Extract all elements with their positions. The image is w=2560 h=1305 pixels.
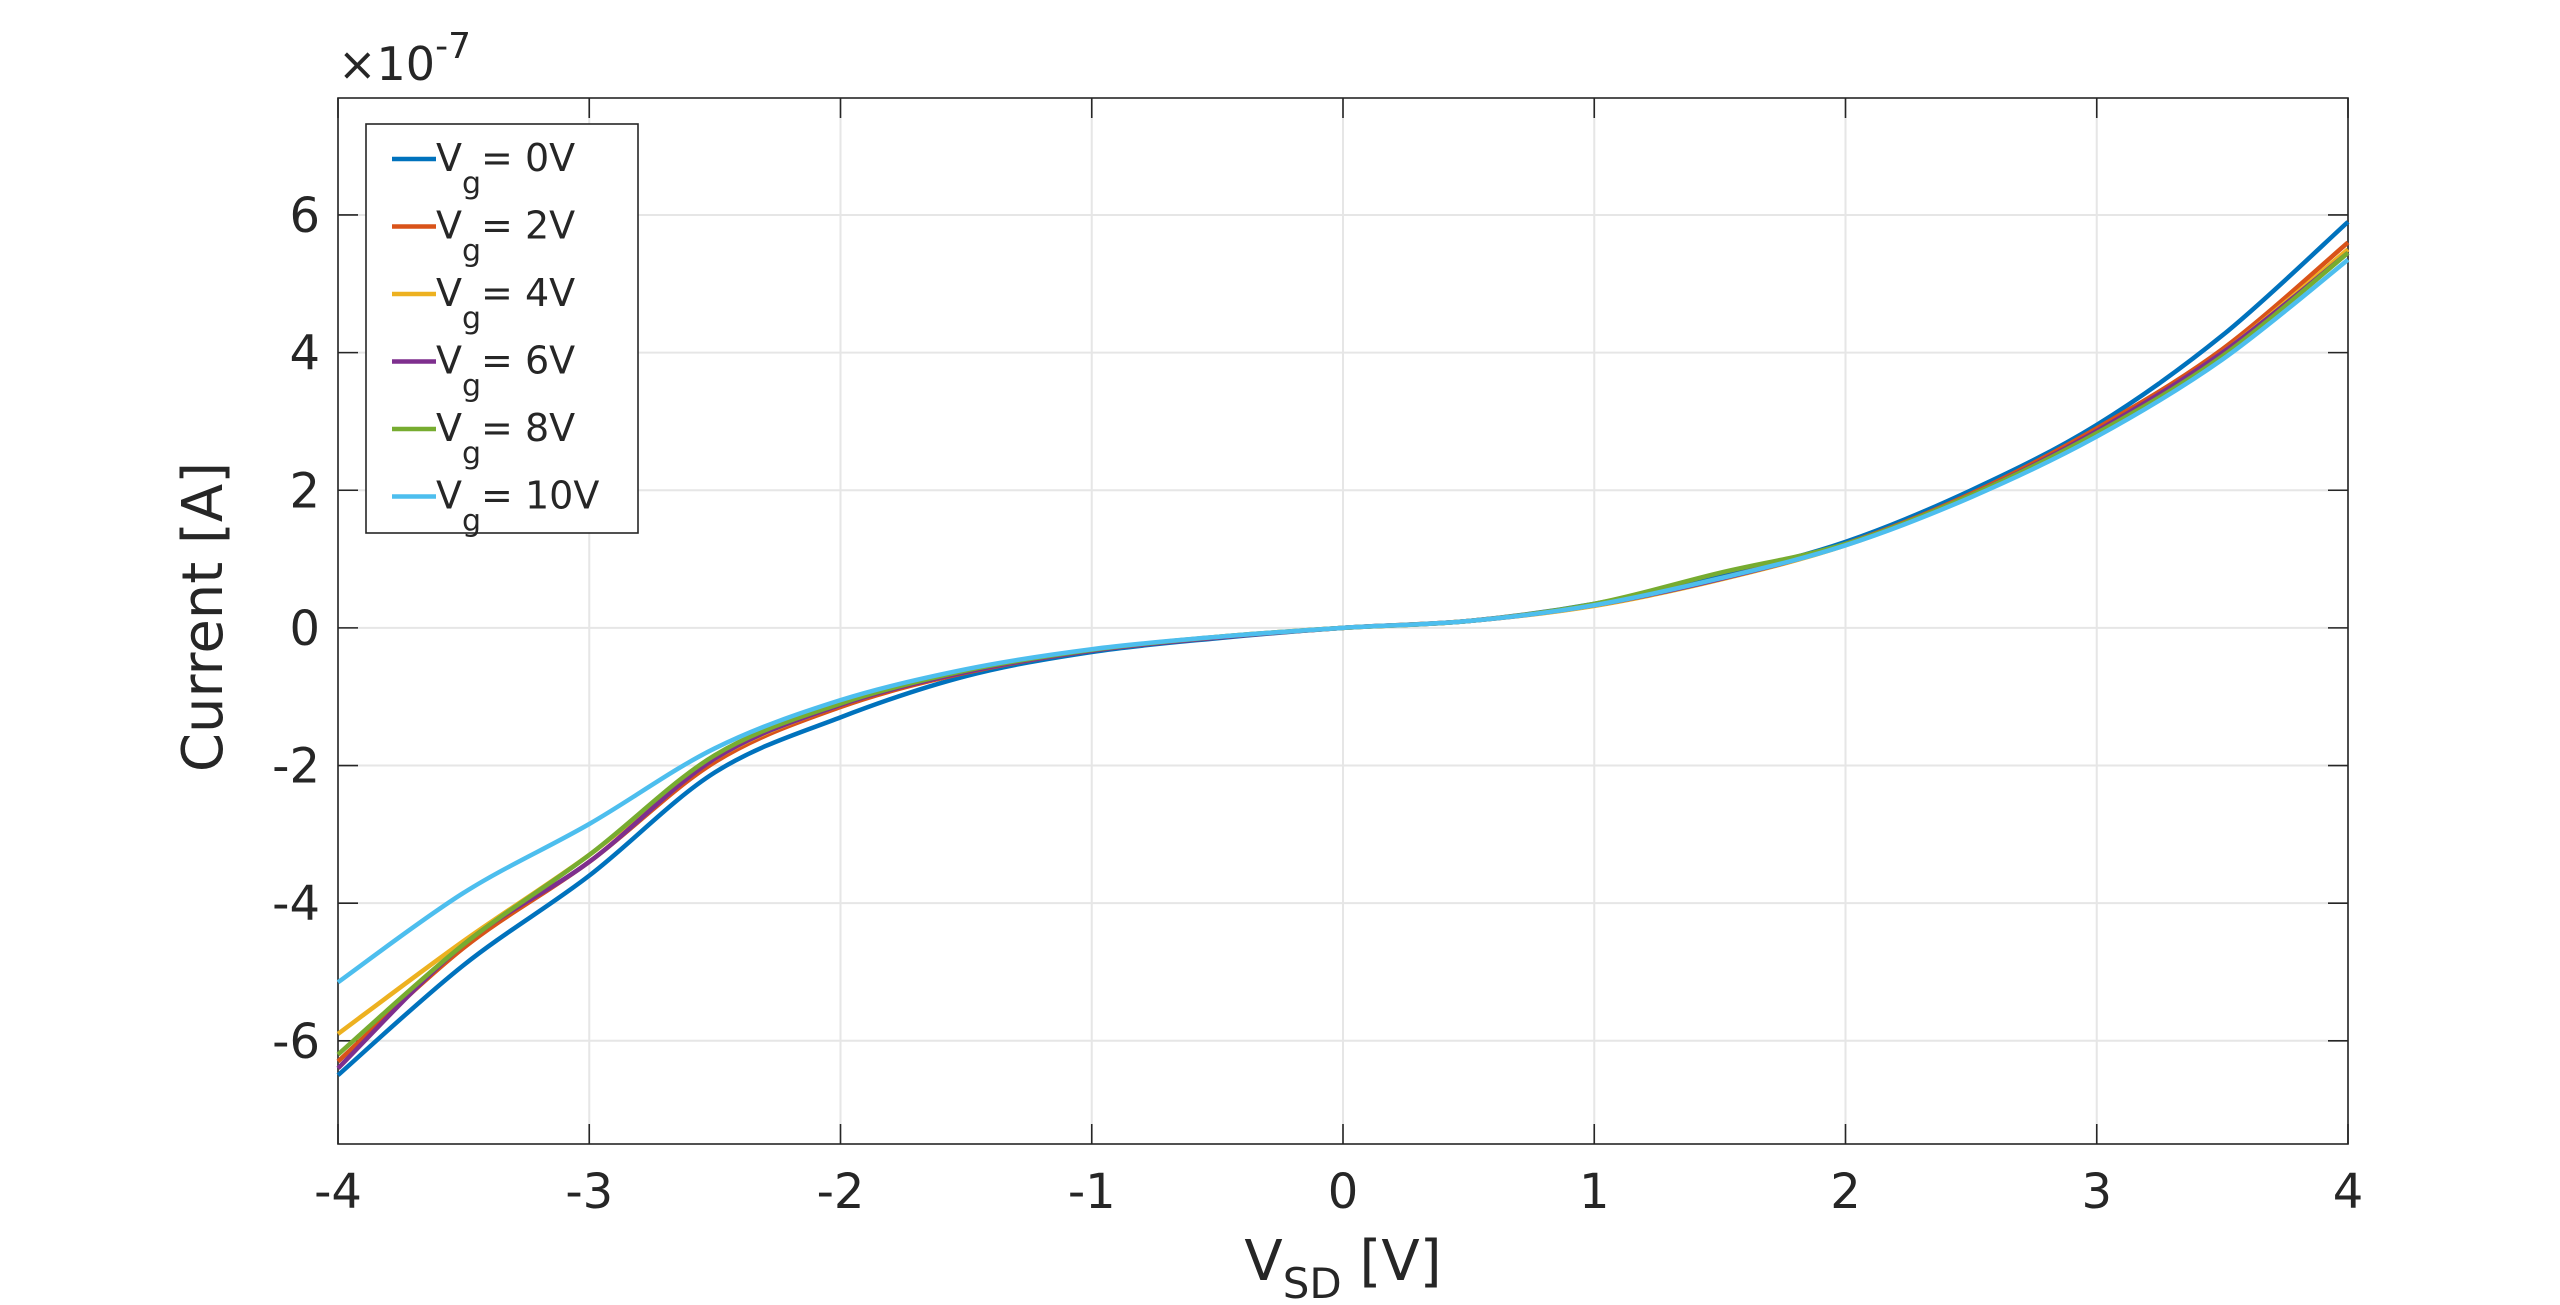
y-axis-label: Current [A] (171, 462, 236, 772)
legend-label: Vg= 2V (436, 204, 575, 269)
x-tick-label: 2 (1830, 1164, 1861, 1220)
x-axis-label: VSD [V] (1244, 1229, 1441, 1305)
x-tick-label: 1 (1579, 1164, 1610, 1220)
x-tick-label: -2 (817, 1164, 865, 1220)
y-tick-label: 6 (289, 188, 320, 244)
x-tick-label: 0 (1328, 1164, 1359, 1220)
y-tick-label: 2 (289, 463, 320, 519)
legend-label: Vg= 4V (436, 271, 575, 336)
series-line-5 (336, 257, 2350, 985)
axis-ticks (337, 98, 2349, 1144)
legend-label: Vg= 6V (436, 339, 575, 404)
y-tick-label: -4 (272, 876, 320, 932)
y-axis-exponent: ×10-7 (338, 26, 471, 91)
legend-label: Vg= 8V (436, 406, 575, 471)
x-tick-label: -3 (565, 1164, 613, 1220)
y-tick-label: -6 (272, 1014, 320, 1070)
x-tick-label: -4 (314, 1164, 362, 1220)
x-tick-label: -1 (1068, 1164, 1116, 1220)
data-series (336, 220, 2350, 1077)
tick-labels: -4 -3 -2 -1 0 1 2 3 4 -6 -4 -2 0 2 4 6 (272, 188, 2363, 1220)
x-tick-label: 4 (2333, 1164, 2364, 1220)
y-tick-label: 0 (289, 601, 320, 657)
x-tick-label: 3 (2081, 1164, 2112, 1220)
y-tick-label: 4 (289, 326, 320, 382)
y-tick-label: -2 (272, 739, 320, 795)
legend-label: Vg= 10V (436, 474, 599, 539)
legend-label: Vg= 0V (436, 136, 575, 201)
legend-box (365, 123, 639, 534)
